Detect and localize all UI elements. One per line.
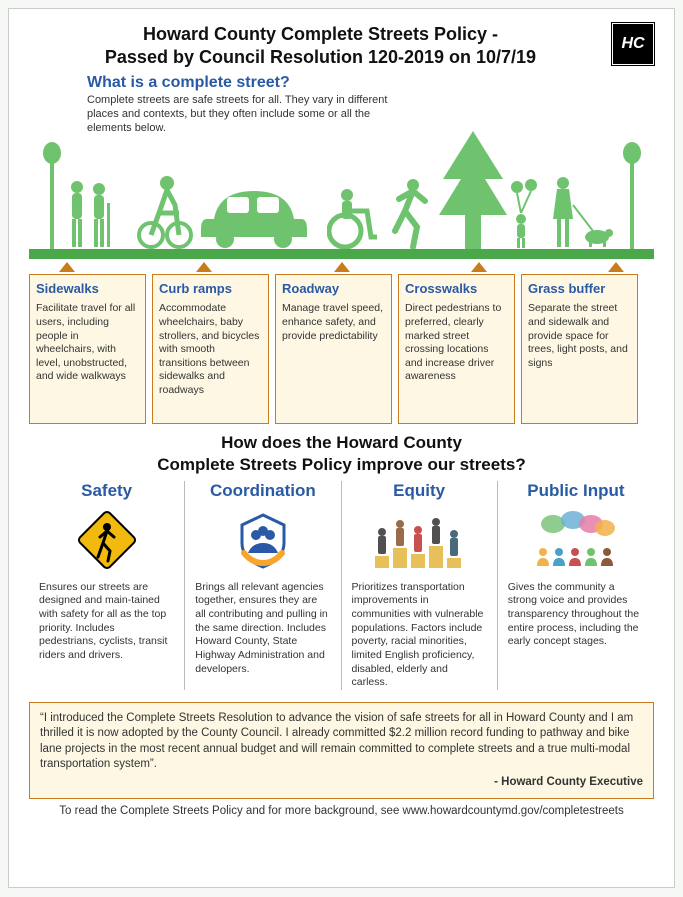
coordination-icon bbox=[195, 507, 330, 573]
elements-row: Sidewalks Facilitate travel for all user… bbox=[29, 274, 654, 424]
improvement-body: Brings all relevant agencies together, e… bbox=[195, 581, 330, 676]
improvement-title: Safety bbox=[39, 481, 174, 501]
pedestrians-icon bbox=[63, 179, 118, 249]
element-crosswalks: Crosswalks Direct pedestrians to preferr… bbox=[398, 274, 515, 424]
lamppost-right-icon bbox=[617, 139, 647, 249]
element-title: Curb ramps bbox=[159, 281, 262, 296]
quote-attribution: - Howard County Executive bbox=[40, 775, 643, 791]
element-sidewalks: Sidewalks Facilitate travel for all user… bbox=[29, 274, 146, 424]
pointer-icon bbox=[471, 262, 487, 272]
pointer-icon bbox=[59, 262, 75, 272]
tree-icon bbox=[433, 131, 513, 249]
page-title: Howard County Complete Streets Policy - … bbox=[29, 23, 612, 68]
title-line-1: Howard County Complete Streets Policy - bbox=[143, 24, 498, 44]
pointer-icon bbox=[608, 262, 624, 272]
section-2-title: How does the Howard County Complete Stre… bbox=[29, 432, 654, 475]
county-logo: HC bbox=[612, 23, 654, 65]
what-heading: What is a complete street? bbox=[87, 74, 654, 92]
improvement-coordination: Coordination Brings all relevant agencie… bbox=[185, 481, 341, 690]
section-2-line-1: How does the Howard County bbox=[221, 433, 462, 452]
section-2-line-2: Complete Streets Policy improve our stre… bbox=[157, 455, 525, 474]
element-title: Roadway bbox=[282, 281, 385, 296]
child-balloons-icon bbox=[507, 179, 543, 249]
runner-icon bbox=[387, 177, 433, 249]
road-strip bbox=[29, 249, 654, 259]
improvement-public-input: Public Input Gives the community a stron… bbox=[498, 481, 654, 690]
improvement-body: Gives the community a strong voice and p… bbox=[508, 581, 644, 649]
element-title: Crosswalks bbox=[405, 281, 508, 296]
what-body: Complete streets are safe streets for al… bbox=[87, 94, 407, 135]
element-roadway: Roadway Manage travel speed, enhance saf… bbox=[275, 274, 392, 424]
element-title: Sidewalks bbox=[36, 281, 139, 296]
quote-text: “I introduced the Complete Streets Resol… bbox=[40, 711, 643, 773]
element-body: Separate the street and sidewalk and pro… bbox=[528, 302, 631, 370]
improvement-body: Ensures our streets are designed and mai… bbox=[39, 581, 174, 663]
title-line-2: Passed by Council Resolution 120-2019 on… bbox=[105, 47, 536, 67]
woman-dog-icon bbox=[545, 175, 615, 249]
improvement-title: Equity bbox=[352, 481, 487, 501]
improvement-body: Prioritizes transportation improvements … bbox=[352, 581, 487, 690]
improvements-row: Safety Ensures our streets are designed … bbox=[29, 481, 654, 690]
pointer-icon bbox=[334, 262, 350, 272]
equity-icon bbox=[352, 507, 487, 573]
quote-box: “I introduced the Complete Streets Resol… bbox=[29, 702, 654, 800]
footer-text: To read the Complete Streets Policy and … bbox=[29, 805, 654, 817]
street-silhouette bbox=[29, 139, 654, 259]
improvement-title: Public Input bbox=[508, 481, 644, 501]
element-body: Facilitate travel for all users, includi… bbox=[36, 302, 139, 384]
cyclist-icon bbox=[137, 173, 193, 249]
pointer-icon bbox=[196, 262, 212, 272]
element-curb-ramps: Curb ramps Accommodate wheelchairs, baby… bbox=[152, 274, 269, 424]
title-row: Howard County Complete Streets Policy - … bbox=[29, 23, 654, 68]
element-body: Manage travel speed, enhance safety, and… bbox=[282, 302, 385, 343]
improvement-safety: Safety Ensures our streets are designed … bbox=[29, 481, 185, 690]
element-grass-buffer: Grass buffer Separate the street and sid… bbox=[521, 274, 638, 424]
safety-sign-icon bbox=[39, 507, 174, 573]
element-title: Grass buffer bbox=[528, 281, 631, 296]
pointer-row bbox=[29, 262, 654, 272]
element-body: Direct pedestrians to preferred, clearly… bbox=[405, 302, 508, 384]
wheelchair-icon bbox=[327, 187, 381, 249]
element-body: Accommodate wheelchairs, baby strollers,… bbox=[159, 302, 262, 397]
improvement-title: Coordination bbox=[195, 481, 330, 501]
car-icon bbox=[199, 179, 309, 249]
improvement-equity: Equity Prioritizes transportation improv… bbox=[342, 481, 498, 690]
infographic-page: Howard County Complete Streets Policy - … bbox=[8, 8, 675, 888]
public-input-icon bbox=[508, 507, 644, 573]
